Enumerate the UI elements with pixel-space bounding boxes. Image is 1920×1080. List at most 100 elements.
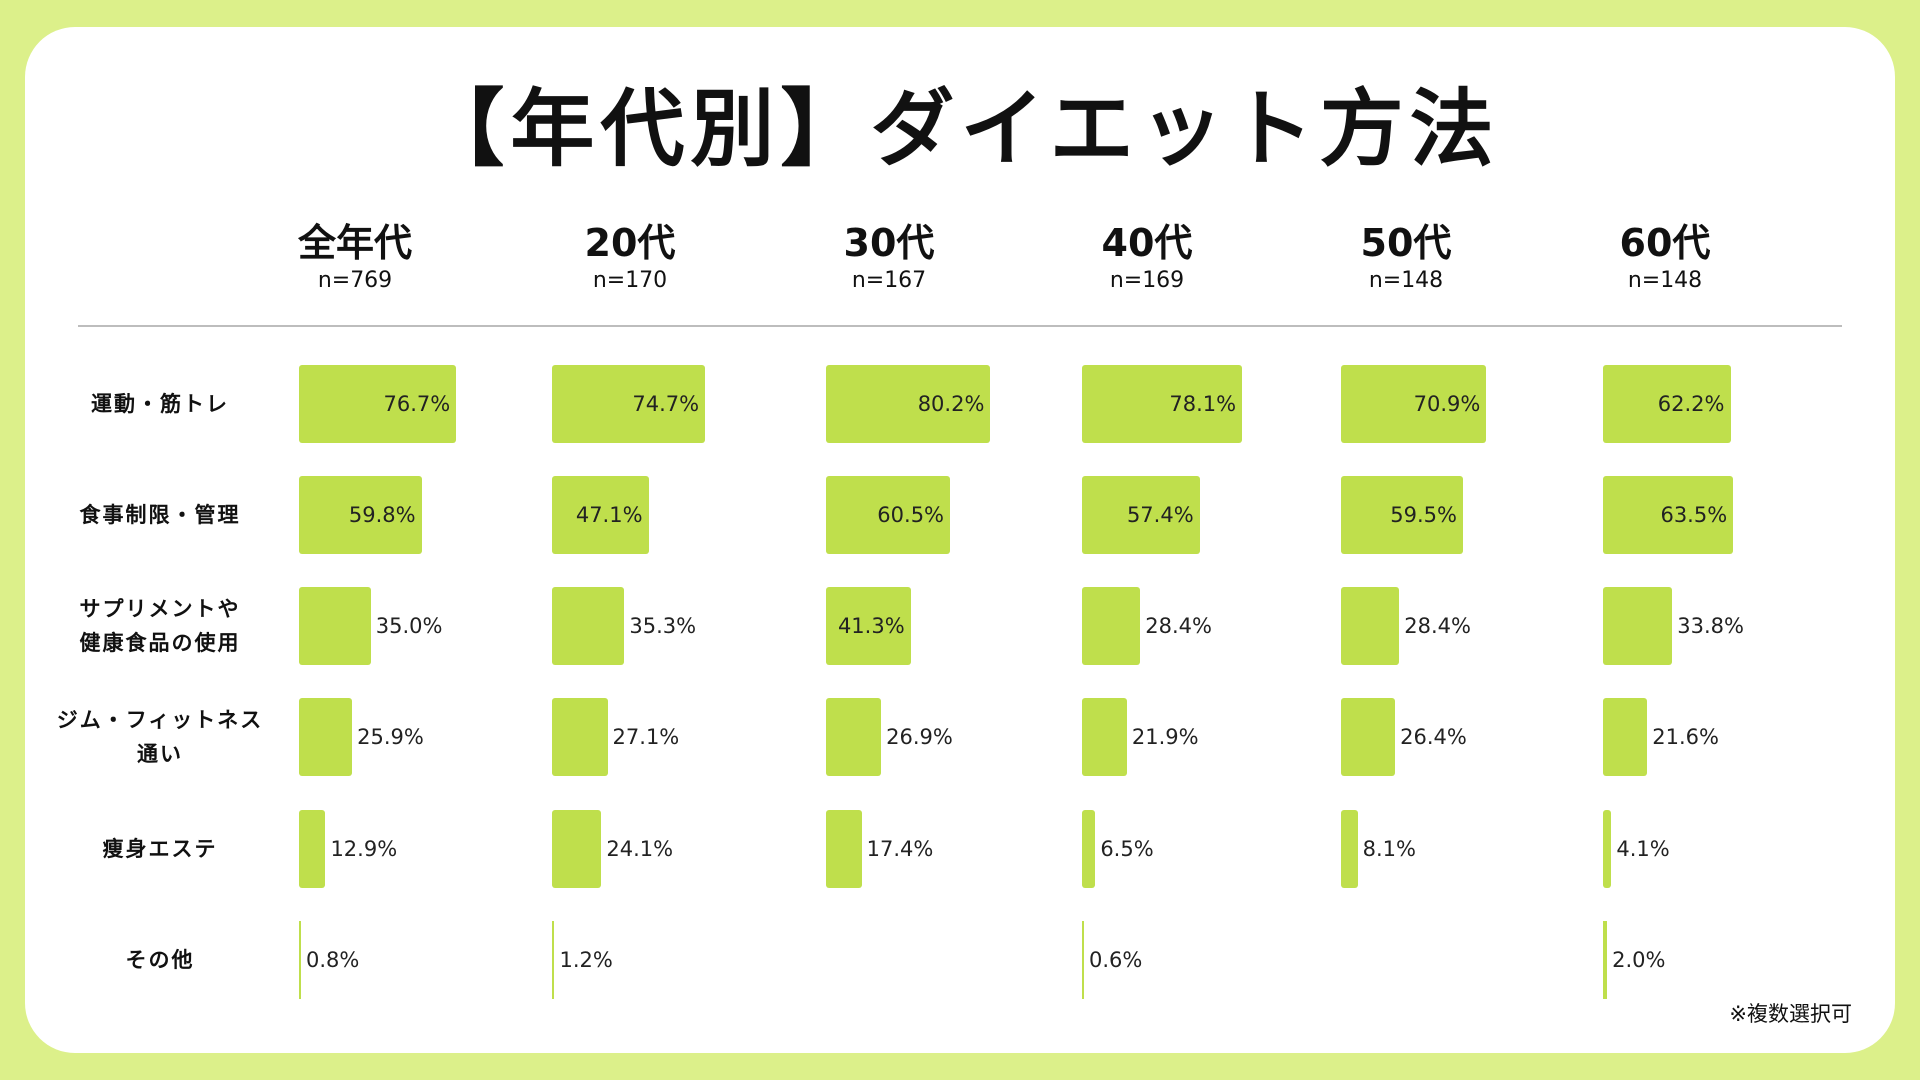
value-label: 21.6% xyxy=(1652,725,1719,749)
value-label: 25.9% xyxy=(357,725,424,749)
bar xyxy=(1603,921,1608,999)
value-label: 1.2% xyxy=(559,948,613,972)
bar xyxy=(1082,365,1243,443)
group-name: 20代 xyxy=(584,221,676,265)
group-sample-size: n=169 xyxy=(1109,268,1185,293)
bar xyxy=(299,476,422,554)
value-label: 59.8% xyxy=(348,503,416,527)
bar xyxy=(552,698,608,776)
group-header: 20代 n=170 xyxy=(500,212,760,293)
group-header: 60代 n=148 xyxy=(1535,212,1795,293)
value-label: 28.4% xyxy=(1145,614,1212,638)
group-sample-size: n=167 xyxy=(851,268,927,293)
bar xyxy=(299,587,371,665)
bar xyxy=(1603,810,1612,888)
value-label: 26.9% xyxy=(886,725,953,749)
group-header: 全年代 n=769 xyxy=(225,212,485,293)
bar xyxy=(1082,810,1096,888)
category-label-line: 通い xyxy=(137,742,183,766)
value-label: 63.5% xyxy=(1660,503,1728,527)
bar xyxy=(1341,810,1358,888)
group-sample-size: n=148 xyxy=(1627,268,1703,293)
bar xyxy=(299,365,457,443)
bar xyxy=(299,921,301,999)
group-header: 40代 n=169 xyxy=(1017,212,1277,293)
value-label: 27.1% xyxy=(612,725,680,749)
category-label-line: 痩身エステ xyxy=(102,837,218,861)
value-label: 0.8% xyxy=(306,948,360,972)
bar xyxy=(826,365,991,443)
group-header: 30代 n=167 xyxy=(759,212,1019,293)
value-label: 47.1% xyxy=(575,503,643,527)
value-label: 76.7% xyxy=(383,392,451,416)
bar xyxy=(299,810,326,888)
group-header: 50代 n=148 xyxy=(1276,212,1536,293)
value-label: 2.0% xyxy=(1612,948,1666,972)
category-label-line: ジム・フィットネス xyxy=(56,708,264,732)
bar xyxy=(552,810,602,888)
value-label: 33.8% xyxy=(1677,614,1744,638)
bar xyxy=(1082,698,1127,776)
group-sample-size: n=148 xyxy=(1368,268,1444,293)
bar xyxy=(1341,476,1463,554)
category-label-line: その他 xyxy=(125,948,195,972)
bar xyxy=(1082,587,1141,665)
bar xyxy=(1082,476,1200,554)
value-label: 74.7% xyxy=(632,392,700,416)
group-name: 40代 xyxy=(1101,221,1193,265)
category-label-line: 健康食品の使用 xyxy=(79,631,241,655)
bar xyxy=(826,476,951,554)
header-divider xyxy=(78,325,1842,327)
value-label: 24.1% xyxy=(606,837,674,861)
bar xyxy=(552,365,706,443)
value-label: 62.2% xyxy=(1657,392,1725,416)
bar xyxy=(826,698,882,776)
value-label: 0.6% xyxy=(1089,948,1143,972)
bar xyxy=(1603,587,1673,665)
bar xyxy=(1341,587,1400,665)
category-label: 運動・筋トレ xyxy=(50,387,270,421)
bar xyxy=(1341,698,1396,776)
value-label: 59.5% xyxy=(1390,503,1457,527)
category-label: 食事制限・管理 xyxy=(50,498,270,532)
bar xyxy=(826,810,862,888)
group-name: 全年代 xyxy=(297,221,412,265)
value-label: 4.1% xyxy=(1616,837,1670,861)
bar xyxy=(1603,476,1734,554)
value-label: 78.1% xyxy=(1169,392,1237,416)
value-label: 80.2% xyxy=(917,392,985,416)
value-label: 35.3% xyxy=(629,614,697,638)
value-label: 70.9% xyxy=(1413,392,1481,416)
chart-note: ※複数選択可 xyxy=(1729,1002,1852,1026)
bar xyxy=(826,587,911,665)
value-label: 60.5% xyxy=(877,503,945,527)
bar xyxy=(1341,365,1487,443)
value-label: 26.4% xyxy=(1400,725,1467,749)
bar xyxy=(552,587,625,665)
value-label: 6.5% xyxy=(1100,837,1154,861)
value-label: 57.4% xyxy=(1126,503,1194,527)
value-label: 21.9% xyxy=(1131,725,1199,749)
bar xyxy=(1082,921,1084,999)
value-label: 35.0% xyxy=(375,614,443,638)
bar xyxy=(299,698,353,776)
category-label: その他 xyxy=(50,943,270,977)
category-label: 痩身エステ xyxy=(50,832,270,866)
value-label: 17.4% xyxy=(866,837,934,861)
chart-title: 【年代別】ダイエット方法 xyxy=(420,80,1500,178)
value-label: 12.9% xyxy=(330,837,398,861)
category-label-line: サプリメントや xyxy=(79,597,241,621)
category-label-line: 運動・筋トレ xyxy=(91,392,229,416)
category-label: サプリメントや 健康食品の使用 xyxy=(50,592,270,660)
bar xyxy=(1603,365,1731,443)
value-label: 41.3% xyxy=(837,614,905,638)
value-label: 8.1% xyxy=(1362,837,1416,861)
group-name: 50代 xyxy=(1360,221,1452,265)
bar xyxy=(1603,698,1648,776)
bar xyxy=(552,921,555,999)
group-name: 30代 xyxy=(843,221,935,265)
group-name: 60代 xyxy=(1619,221,1711,265)
group-sample-size: n=769 xyxy=(317,268,393,293)
bar xyxy=(552,476,649,554)
category-label: ジム・フィットネス 通い xyxy=(50,703,270,771)
